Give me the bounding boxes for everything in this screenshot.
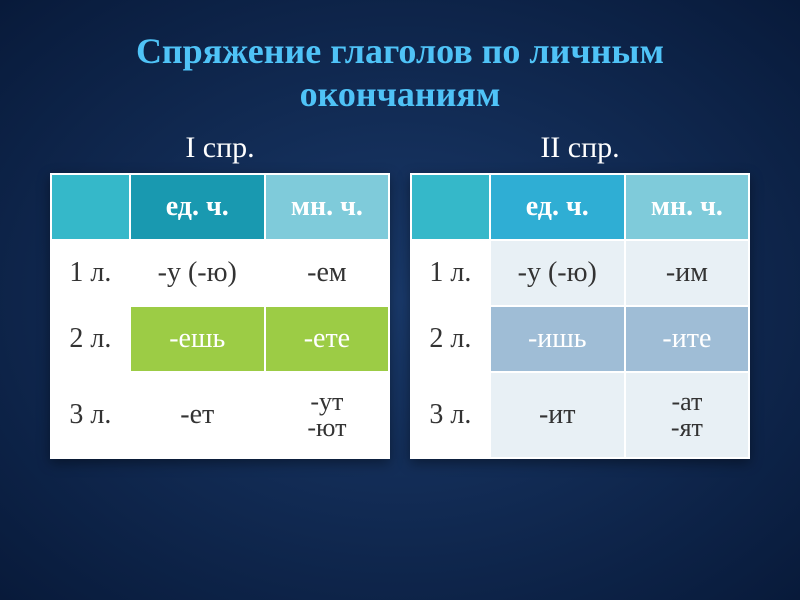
row-label: 1 л. [411,240,490,306]
table-header-row: ед. ч. мн. ч. [411,174,749,240]
table-row: 3 л. -ет -ут-ют [51,372,389,458]
row-label: 1 л. [51,240,130,306]
conjugation-block-1: I спр. ед. ч. мн. ч. 1 л. -у (-ю) -ем 2 … [50,131,390,459]
table-header-row: ед. ч. мн. ч. [51,174,389,240]
header-plural: мн. ч. [265,174,389,240]
cell-plural: -им [625,240,749,306]
row-label: 3 л. [51,372,130,458]
conjugation-label-1: I спр. [50,131,390,165]
header-singular: ед. ч. [490,174,625,240]
table-row: 3 л. -ит -ат-ят [411,372,749,458]
table-row: 2 л. -ешь -ете [51,306,389,372]
header-singular: ед. ч. [130,174,265,240]
slide: Спряжение глаголов по личным окончаниям … [0,0,800,600]
table-row: 2 л. -ишь -ите [411,306,749,372]
header-plural: мн. ч. [625,174,749,240]
header-corner [51,174,130,240]
header-corner [411,174,490,240]
row-label: 2 л. [411,306,490,372]
cell-plural: -ете [265,306,389,372]
cell-singular: -ешь [130,306,265,372]
row-label: 3 л. [411,372,490,458]
row-label: 2 л. [51,306,130,372]
cell-singular: -ит [490,372,625,458]
cell-plural: -ем [265,240,389,306]
cell-singular: -ет [130,372,265,458]
cell-singular: -ишь [490,306,625,372]
cell-singular: -у (-ю) [490,240,625,306]
conjugation-label-2: II спр. [410,131,750,165]
conjugation-table-1: ед. ч. мн. ч. 1 л. -у (-ю) -ем 2 л. -ешь… [50,173,390,459]
table-row: 1 л. -у (-ю) -им [411,240,749,306]
conjugation-table-2: ед. ч. мн. ч. 1 л. -у (-ю) -им 2 л. -ишь… [410,173,750,459]
slide-title: Спряжение глаголов по личным окончаниям [50,30,750,116]
conjugation-block-2: II спр. ед. ч. мн. ч. 1 л. -у (-ю) -им 2… [410,131,750,459]
cell-singular: -у (-ю) [130,240,265,306]
table-row: 1 л. -у (-ю) -ем [51,240,389,306]
tables-container: I спр. ед. ч. мн. ч. 1 л. -у (-ю) -ем 2 … [50,131,750,459]
cell-plural: -ут-ют [265,372,389,458]
cell-plural: -ат-ят [625,372,749,458]
cell-plural: -ите [625,306,749,372]
